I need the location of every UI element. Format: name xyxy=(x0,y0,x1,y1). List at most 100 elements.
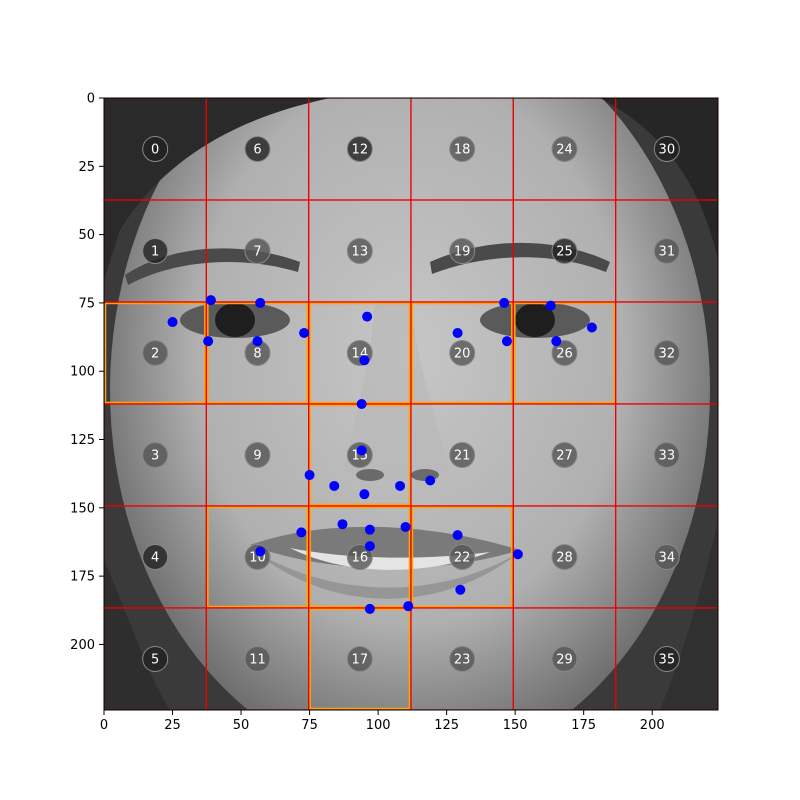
y-axis: 0 25 50 75 100 125 150 175 200 xyxy=(70,92,104,653)
cell-marker-5: 5 xyxy=(142,645,169,672)
cell-marker-label: 4 xyxy=(151,551,159,566)
cell-marker-label: 35 xyxy=(659,652,676,667)
y-tick-label: 25 xyxy=(78,160,95,175)
cell-marker-35: 35 xyxy=(653,645,680,672)
cell-marker-24: 24 xyxy=(551,136,578,163)
cell-marker-21: 21 xyxy=(449,442,476,469)
cell-marker-16: 16 xyxy=(346,544,373,570)
x-tick-label: 175 xyxy=(571,718,596,733)
cell-marker-34: 34 xyxy=(653,544,680,570)
landmark-point-26 xyxy=(452,530,463,541)
landmark-point-24 xyxy=(364,524,375,535)
landmark-point-11 xyxy=(452,327,463,338)
axes-frame xyxy=(103,97,719,711)
cell-marker-label: 16 xyxy=(352,551,369,566)
cell-marker-6: 6 xyxy=(244,136,271,163)
plot-overlay: 0123456789101112131415161718192021222324… xyxy=(104,98,718,710)
x-tick-label: 0 xyxy=(100,718,108,733)
y-tick-label: 75 xyxy=(78,296,95,311)
cell-marker-23: 23 xyxy=(449,645,476,672)
landmark-point-0 xyxy=(167,317,178,328)
cell-marker-13: 13 xyxy=(346,238,373,264)
cell-marker-label: 12 xyxy=(352,143,369,158)
cell-marker-label: 25 xyxy=(556,245,573,260)
cell-marker-label: 32 xyxy=(659,346,676,361)
cell-marker-label: 6 xyxy=(253,143,261,158)
landmark-point-3 xyxy=(299,327,310,338)
landmark-point-7 xyxy=(545,300,556,311)
cell-marker-label: 22 xyxy=(454,551,471,566)
landmark-point-1 xyxy=(205,295,216,306)
cell-marker-label: 11 xyxy=(249,652,266,667)
cell-marker-label: 23 xyxy=(454,652,471,667)
highlight-cell-26 xyxy=(514,302,615,404)
x-axis: 0 25 50 75 100 125 150 175 200 xyxy=(100,710,665,733)
y-tick-label: 200 xyxy=(70,638,95,653)
y-tick-label: 125 xyxy=(70,433,95,448)
cell-marker-22: 22 xyxy=(449,544,476,570)
cell-marker-20: 20 xyxy=(449,339,476,366)
landmark-point-14 xyxy=(356,399,367,409)
cell-marker-label: 13 xyxy=(352,245,369,260)
highlight-cell-16 xyxy=(309,506,411,608)
x-tick-label: 125 xyxy=(434,718,459,733)
cell-marker-label: 30 xyxy=(659,143,676,158)
cell-marker-4: 4 xyxy=(142,544,169,570)
cell-marker-17: 17 xyxy=(346,645,373,672)
landmark-point-12 xyxy=(362,311,373,322)
cell-marker-32: 32 xyxy=(653,339,680,366)
cell-marker-3: 3 xyxy=(142,442,169,469)
highlight-cell-10 xyxy=(207,506,308,608)
landmark-point-23 xyxy=(337,519,348,530)
landmark-point-17 xyxy=(329,480,340,491)
cell-marker-27: 27 xyxy=(551,442,578,469)
cell-marker-31: 31 xyxy=(653,238,680,264)
cell-marker-33: 33 xyxy=(653,442,680,469)
cell-marker-12: 12 xyxy=(346,136,373,163)
cell-marker-label: 8 xyxy=(253,346,261,361)
cell-marker-label: 2 xyxy=(151,346,159,361)
x-tick-label: 100 xyxy=(366,718,391,733)
cell-marker-label: 31 xyxy=(659,245,676,260)
landmark-point-25 xyxy=(400,521,411,532)
cell-marker-18: 18 xyxy=(449,136,476,163)
landmark-point-28 xyxy=(455,584,466,595)
landmark-point-29 xyxy=(403,601,414,612)
x-tick-label: 50 xyxy=(233,718,250,733)
cell-marker-label: 33 xyxy=(659,449,676,464)
cell-marker-label: 1 xyxy=(151,245,159,260)
cell-marker-label: 28 xyxy=(556,551,573,566)
cell-marker-28: 28 xyxy=(551,544,578,570)
x-tick-label: 150 xyxy=(503,718,528,733)
cell-marker-2: 2 xyxy=(142,339,169,366)
cell-marker-1: 1 xyxy=(142,238,169,264)
cell-marker-label: 21 xyxy=(454,449,471,464)
landmark-point-18 xyxy=(359,489,370,500)
landmark-point-20 xyxy=(425,475,436,486)
y-tick-label: 0 xyxy=(87,92,95,107)
x-tick-label: 25 xyxy=(164,718,181,733)
cell-marker-label: 19 xyxy=(454,245,471,260)
cell-marker-7: 7 xyxy=(244,238,271,264)
cell-marker-label: 34 xyxy=(659,551,676,566)
landmark-point-2 xyxy=(255,297,266,308)
landmark-point-19 xyxy=(395,480,406,491)
landmark-point-15 xyxy=(356,445,367,456)
cell-marker-label: 3 xyxy=(151,449,159,464)
cell-marker-label: 29 xyxy=(556,652,573,667)
landmark-point-10 xyxy=(501,336,512,347)
landmark-point-5 xyxy=(203,336,214,347)
cell-marker-label: 0 xyxy=(151,143,159,158)
cell-marker-label: 24 xyxy=(556,143,573,158)
cell-marker-label: 9 xyxy=(253,449,261,464)
cell-marker-label: 26 xyxy=(556,346,573,361)
cell-marker-label: 7 xyxy=(253,245,261,260)
x-tick-label: 75 xyxy=(301,718,318,733)
cell-marker-0: 0 xyxy=(142,136,169,163)
cell-marker-25: 25 xyxy=(551,238,578,264)
landmark-point-13 xyxy=(359,355,370,366)
highlight-cell-17 xyxy=(309,608,411,710)
landmark-point-22 xyxy=(296,527,307,538)
cell-marker-19: 19 xyxy=(449,238,476,264)
